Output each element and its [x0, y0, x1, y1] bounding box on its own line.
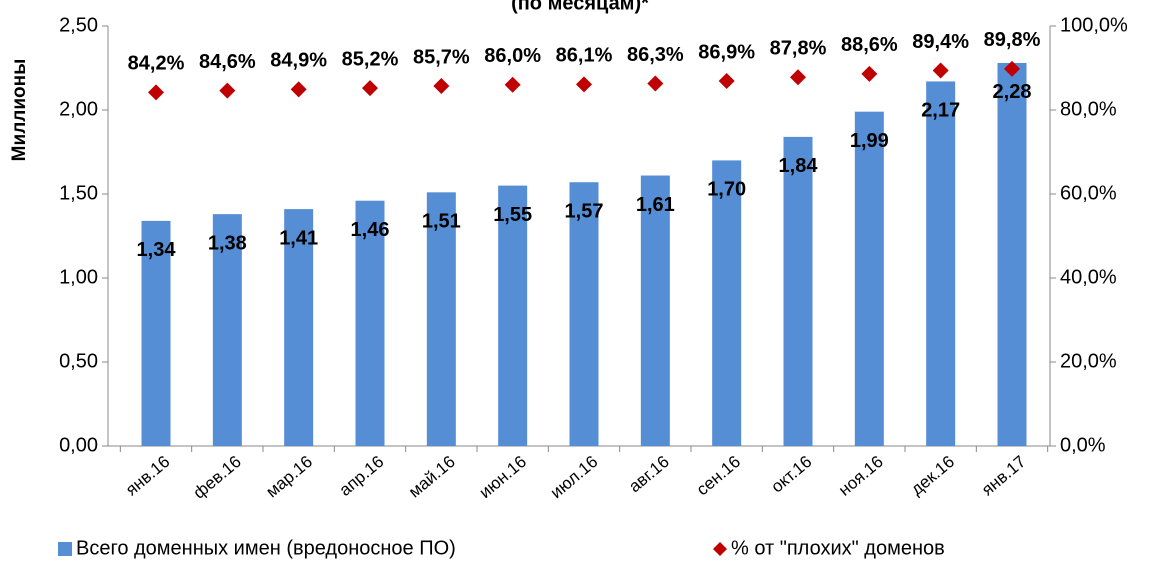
y2-tick-label: 40,0% [1060, 266, 1117, 288]
point-label: 86,3% [627, 44, 684, 66]
point-label: 85,2% [342, 48, 399, 70]
legend-label: % от "плохих" доменов [731, 537, 945, 559]
bar-label: 1,70 [707, 179, 746, 201]
bar-label: 1,99 [850, 130, 889, 152]
bar [569, 182, 599, 447]
marker [504, 76, 521, 93]
y-tick-label: 2,00 [59, 98, 98, 120]
point-label: 86,1% [556, 45, 613, 67]
marker [148, 84, 164, 101]
x-tick-label: дек.16 [907, 452, 958, 499]
bar [997, 62, 1027, 447]
marker [290, 81, 307, 98]
bar-label: 1,84 [779, 155, 819, 177]
bar-label: 1,41 [279, 227, 318, 249]
point-label: 86,0% [484, 45, 541, 67]
bar-label: 1,55 [493, 204, 532, 226]
x-tick-label: июл.16 [547, 452, 602, 502]
bar-label: 1,34 [137, 239, 177, 261]
x-tick-label: авг.16 [625, 452, 673, 496]
point-label: 86,9% [698, 41, 755, 63]
y2-tick-label: 0,0% [1060, 434, 1106, 456]
point-label: 89,8% [984, 29, 1041, 51]
x-tick-label: янв.17 [978, 452, 1029, 500]
bar [212, 214, 242, 446]
point-label: 84,9% [270, 50, 327, 72]
point-label: 84,2% [128, 53, 185, 75]
bar [783, 136, 813, 446]
x-tick-label: апр.16 [336, 452, 388, 500]
bar [355, 200, 385, 446]
bar-label: 1,46 [351, 219, 390, 241]
x-tick-label: фев.16 [190, 452, 245, 503]
bar [926, 81, 956, 446]
y2-tick-label: 60,0% [1060, 182, 1117, 204]
bar-label: 1,61 [636, 194, 675, 216]
marker [647, 75, 664, 92]
marker [219, 82, 236, 99]
x-tick-label: ноя.16 [835, 452, 887, 500]
legend-label: Всего доменных имен (вредоносное ПО) [76, 537, 456, 559]
marker [576, 76, 592, 93]
bar [426, 192, 456, 446]
marker [861, 65, 878, 82]
bar-label: 1,38 [208, 232, 247, 254]
bar [141, 220, 171, 446]
y-tick-label: 2,50 [59, 14, 98, 36]
x-tick-label: янв.16 [122, 452, 173, 500]
bar [284, 209, 314, 446]
y2-tick-label: 100,0% [1060, 14, 1128, 36]
y2-tick-label: 20,0% [1060, 350, 1117, 372]
bar-label: 2,17 [921, 100, 960, 122]
marker [362, 80, 378, 97]
bar-label: 1,51 [422, 211, 461, 233]
y-tick-label: 1,50 [59, 182, 98, 204]
bar [712, 160, 742, 446]
y-tick-label: 0,50 [59, 350, 98, 372]
bar-label: 2,28 [993, 81, 1032, 103]
y-axis-label: Миллионы [9, 59, 30, 162]
x-tick-label: мар.16 [262, 452, 316, 501]
marker [1004, 60, 1020, 77]
y-tick-label: 1,00 [59, 266, 98, 288]
y2-tick-label: 80,0% [1060, 98, 1117, 120]
legend-swatch [58, 542, 72, 556]
x-tick-label: май.16 [405, 452, 459, 501]
bar [498, 185, 528, 446]
marker [790, 69, 806, 86]
x-tick-label: сен.16 [693, 452, 744, 499]
point-label: 88,6% [841, 34, 898, 56]
marker [932, 62, 949, 79]
x-tick-label: окт.16 [768, 452, 816, 497]
bar-label: 1,57 [565, 201, 604, 223]
y-tick-label: 0,00 [59, 434, 98, 456]
legend-swatch [713, 542, 727, 556]
point-label: 85,7% [413, 46, 470, 68]
point-label: 87,8% [770, 38, 827, 60]
marker [433, 78, 450, 95]
bar [854, 111, 884, 447]
chart-title: (по месяцам)* [511, 0, 649, 14]
marker [718, 73, 735, 90]
point-label: 89,4% [912, 31, 969, 53]
bar [640, 175, 670, 446]
x-tick-label: июн.16 [476, 452, 531, 502]
point-label: 84,6% [199, 51, 256, 73]
